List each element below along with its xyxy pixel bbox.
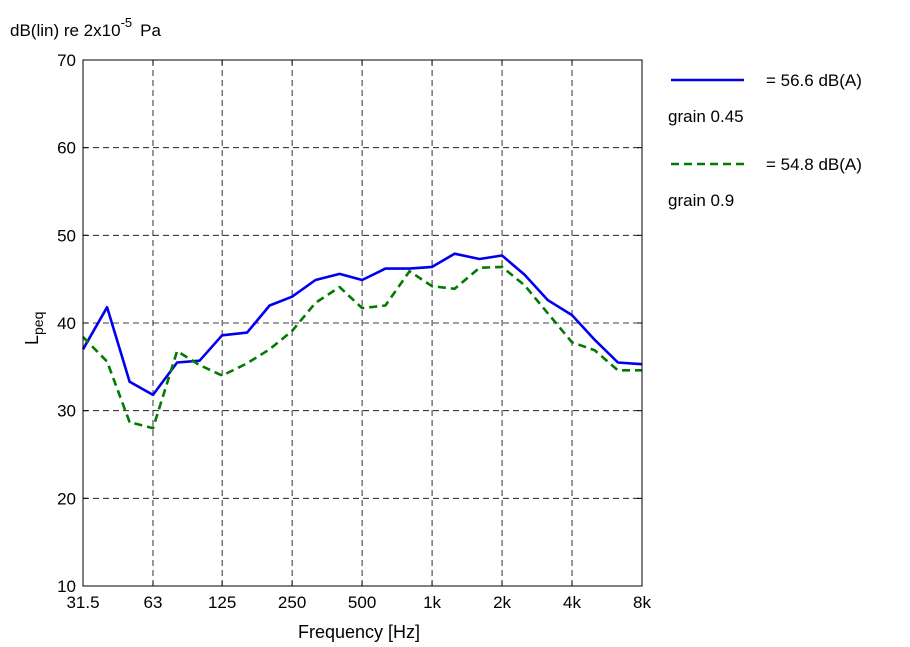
x-tick-label: 250 [278, 593, 306, 612]
unit-label-exponent: -5 [121, 15, 133, 30]
unit-label-base: dB(lin) re 2x10 [10, 21, 121, 40]
x-tick-label: 2k [493, 593, 511, 612]
y-tick-label: 10 [57, 577, 76, 596]
y-tick-label: 20 [57, 489, 76, 508]
unit-label: dB(lin) re 2x10-5 Pa [10, 15, 161, 40]
x-tick-label: 8k [633, 593, 651, 612]
x-tick-label: 500 [348, 593, 376, 612]
ticks: 31.5 63 125 250 500 1k 2k 4k 8k 10 20 30 40 50 60 70 [57, 51, 651, 612]
unit-label-tail: Pa [140, 21, 161, 40]
y-axis-label: Lpeq [22, 312, 46, 345]
y-tick-label: 70 [57, 51, 76, 70]
legend-sublabel-1: grain 0.45 [668, 107, 744, 126]
y-tick-label: 50 [57, 226, 76, 245]
x-tick-label: 31.5 [66, 593, 99, 612]
y-tick-label: 60 [57, 139, 76, 158]
legend-sublabel-2: grain 0.9 [668, 191, 734, 210]
legend-label-2: = 54.8 dB(A) [766, 155, 862, 174]
x-tick-label: 63 [144, 593, 163, 612]
series-layer [81, 252, 643, 430]
x-tick-label: 4k [563, 593, 581, 612]
series-line-1 [81, 252, 643, 397]
y-axis-label-subscript: peq [30, 312, 46, 335]
x-axis-label: Frequency [Hz] [298, 622, 420, 642]
legend-label-1: = 56.6 dB(A) [766, 71, 862, 90]
legend: = 56.6 dB(A) grain 0.45 = 54.8 dB(A) grain … [668, 71, 862, 210]
y-tick-label: 40 [57, 314, 76, 333]
y-axis-label-main: L [22, 335, 42, 345]
y-tick-label: 30 [57, 402, 76, 421]
x-tick-label: 125 [208, 593, 236, 612]
x-tick-label: 1k [423, 593, 441, 612]
grid [83, 60, 642, 586]
series-line-2 [82, 265, 642, 430]
